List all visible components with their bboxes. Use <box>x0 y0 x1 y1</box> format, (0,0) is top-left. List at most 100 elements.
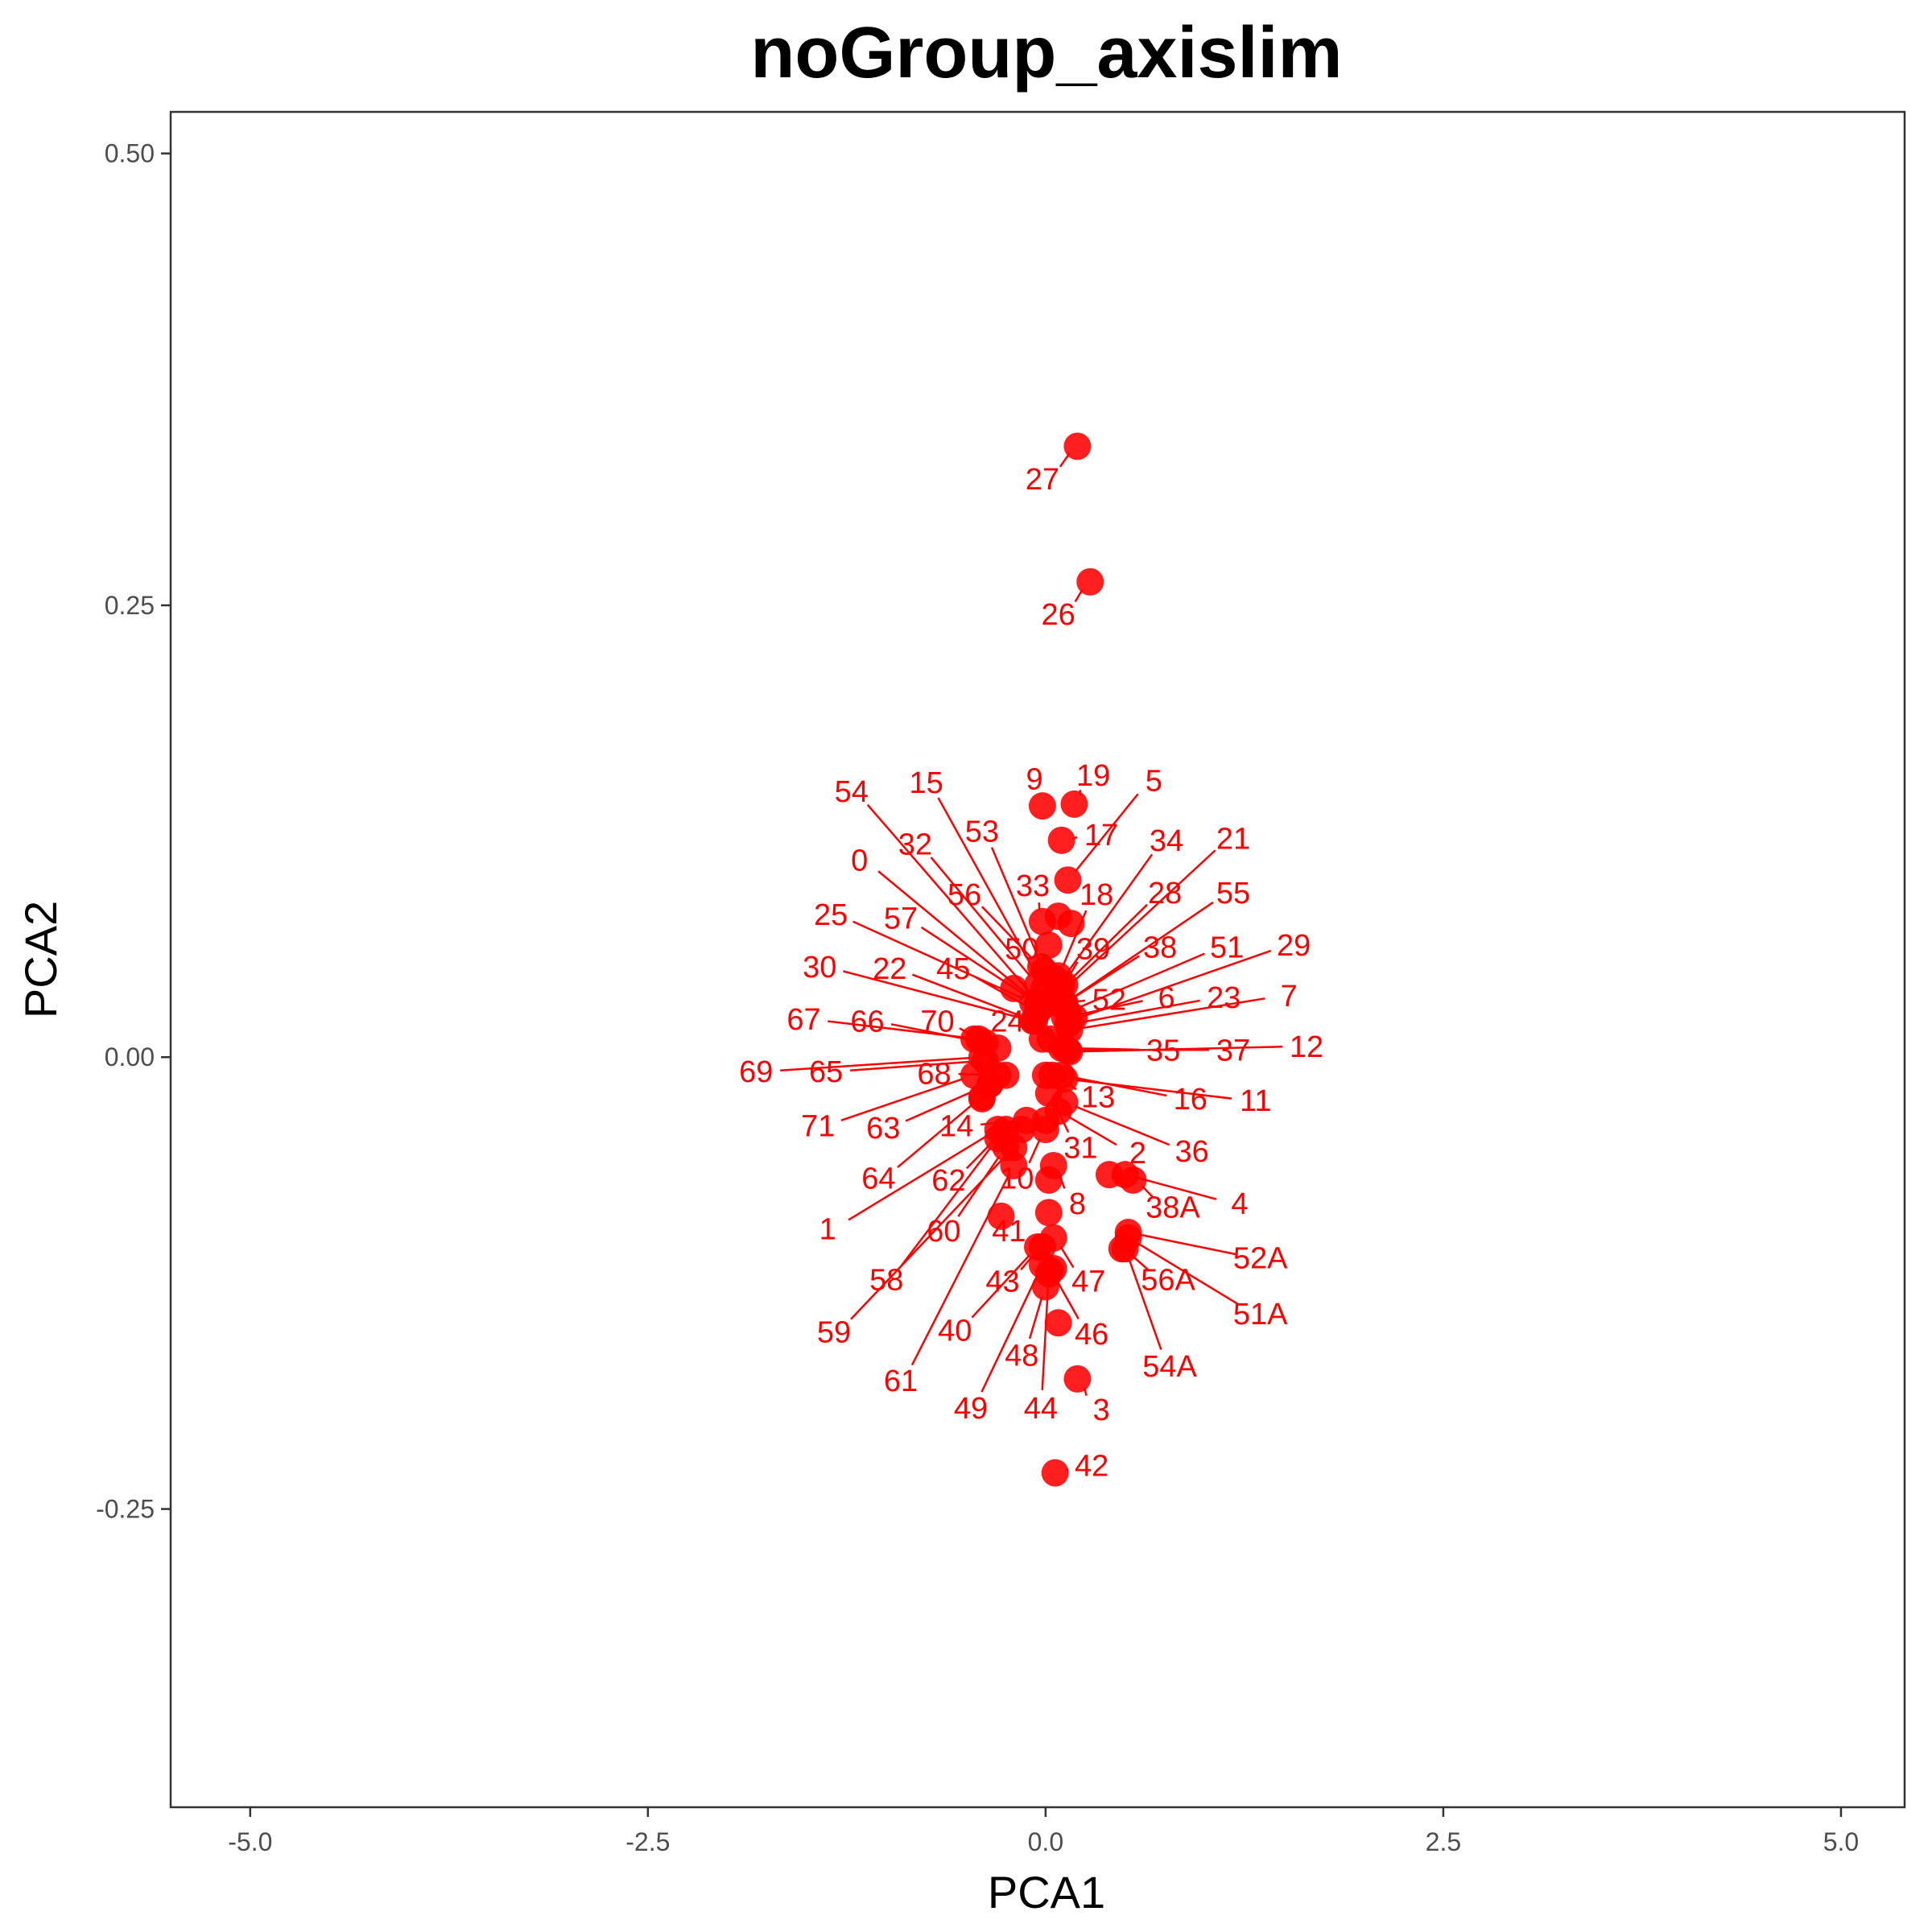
label-leader-line <box>1080 997 1265 1030</box>
point-label-13: 13 <box>1081 1081 1115 1115</box>
point-label-5: 5 <box>1146 765 1162 799</box>
point-label-51A: 51A <box>1233 1298 1288 1331</box>
point-label-21: 21 <box>1216 823 1250 857</box>
label-leader-line <box>905 1088 980 1122</box>
point-label-22: 22 <box>873 952 906 986</box>
point-label-40: 40 <box>938 1314 972 1348</box>
point-label-59: 59 <box>817 1316 851 1350</box>
point-label-33: 33 <box>1016 869 1050 903</box>
label-leader-line <box>1079 999 1200 1024</box>
label-leader-line <box>1075 1079 1232 1100</box>
point-label-1: 1 <box>819 1213 836 1247</box>
label-leader-line <box>1064 853 1154 976</box>
y-tick-label: -0.25 <box>96 1495 155 1524</box>
point-label-42: 42 <box>1075 1450 1108 1484</box>
data-point-44 <box>1034 1260 1063 1288</box>
point-label-39: 39 <box>1076 933 1110 967</box>
y-axis: -0.25 0.00 0.25 0.50 <box>96 139 171 1524</box>
point-label-3: 3 <box>1092 1393 1109 1427</box>
data-point <box>1044 1309 1072 1337</box>
label-leader-line <box>1073 955 1140 998</box>
point-label-37: 37 <box>1216 1034 1250 1067</box>
point-label-41: 41 <box>992 1215 1026 1249</box>
data-point-50 <box>1034 931 1063 960</box>
point-label-31: 31 <box>1063 1132 1097 1166</box>
point-label-46: 46 <box>1075 1318 1108 1352</box>
point-label-48: 48 <box>1005 1340 1038 1373</box>
label-leader-line <box>911 973 1025 1018</box>
point-label-29: 29 <box>1277 929 1311 963</box>
point-label-34: 34 <box>1150 824 1183 858</box>
point-label-54: 54 <box>835 775 869 809</box>
point-label-9: 9 <box>1026 762 1042 796</box>
data-point <box>1034 1199 1063 1227</box>
label-leader-line <box>1072 903 1148 978</box>
label-leader-line <box>1073 901 1214 998</box>
label-leader-line <box>848 1134 989 1221</box>
point-label-65: 65 <box>809 1055 843 1089</box>
label-leader-line <box>971 1254 1031 1319</box>
label-leader-line <box>1135 1176 1217 1200</box>
point-label-18: 18 <box>1080 878 1113 912</box>
label-leader-line <box>1067 1116 1117 1146</box>
label-leader-line <box>852 920 1023 1000</box>
label-leader-line <box>1067 849 1216 988</box>
data-point-19 <box>1060 790 1088 818</box>
point-label-57: 57 <box>884 902 918 935</box>
point-label-36: 36 <box>1175 1135 1209 1169</box>
data-point-27 <box>1063 432 1092 460</box>
point-label-10: 10 <box>1000 1162 1034 1196</box>
point-label-25: 25 <box>814 898 848 932</box>
point-label-44: 44 <box>1024 1392 1058 1426</box>
label-leader-line <box>1059 1246 1075 1269</box>
point-label-55: 55 <box>1216 877 1250 910</box>
point-label-28: 28 <box>1148 877 1182 910</box>
data-point-10 <box>1031 1116 1059 1144</box>
data-points <box>960 432 1147 1487</box>
label-leader-line <box>840 1077 964 1121</box>
data-point-54A <box>1111 1235 1139 1263</box>
point-label-62: 62 <box>931 1164 965 1198</box>
point-label-24: 24 <box>990 1005 1024 1038</box>
label-leader-line <box>1080 949 1272 1019</box>
point-label-0: 0 <box>851 844 868 878</box>
point-label-7: 7 <box>1281 980 1298 1013</box>
point-label-8: 8 <box>1069 1187 1086 1221</box>
label-leader-line <box>1074 793 1139 873</box>
point-label-23: 23 <box>1207 981 1241 1015</box>
x-tick-label: -2.5 <box>625 1827 670 1856</box>
label-leader-line <box>1028 1138 1041 1164</box>
label-leader-line <box>980 906 1034 960</box>
point-label-54A: 54A <box>1142 1350 1197 1384</box>
label-leader-line <box>1141 1185 1154 1199</box>
point-label-4: 4 <box>1231 1187 1248 1221</box>
data-point-64 <box>968 1083 996 1111</box>
point-label-26: 26 <box>1042 598 1075 632</box>
point-label-68: 68 <box>917 1057 951 1091</box>
point-label-56A: 56A <box>1141 1263 1195 1297</box>
data-point-26 <box>1076 568 1104 596</box>
label-leader-line <box>1128 1258 1162 1351</box>
plot-panel-border <box>169 110 1906 1809</box>
point-label-11: 11 <box>1240 1084 1271 1118</box>
point-label-50: 50 <box>1005 933 1038 967</box>
label-leader-line <box>1055 1279 1080 1319</box>
label-leader-line <box>890 1023 975 1042</box>
label-leader-line <box>850 1154 1007 1320</box>
data-point-5 <box>1054 866 1082 894</box>
label-leader-line <box>780 1056 971 1072</box>
point-label-47: 47 <box>1071 1265 1105 1299</box>
label-leader-line <box>866 803 1036 999</box>
point-label-15: 15 <box>910 766 943 800</box>
point-label-38A: 38A <box>1146 1191 1200 1225</box>
label-leader-line <box>1028 1297 1043 1340</box>
x-tick-label: 2.5 <box>1426 1827 1461 1856</box>
point-label-2: 2 <box>1129 1137 1146 1170</box>
point-label-69: 69 <box>739 1055 773 1089</box>
data-point-24 <box>1028 1025 1056 1053</box>
data-point-41 <box>987 1202 1015 1230</box>
point-label-16: 16 <box>1174 1083 1208 1117</box>
point-label-58: 58 <box>869 1263 903 1297</box>
data-point <box>1057 910 1085 938</box>
